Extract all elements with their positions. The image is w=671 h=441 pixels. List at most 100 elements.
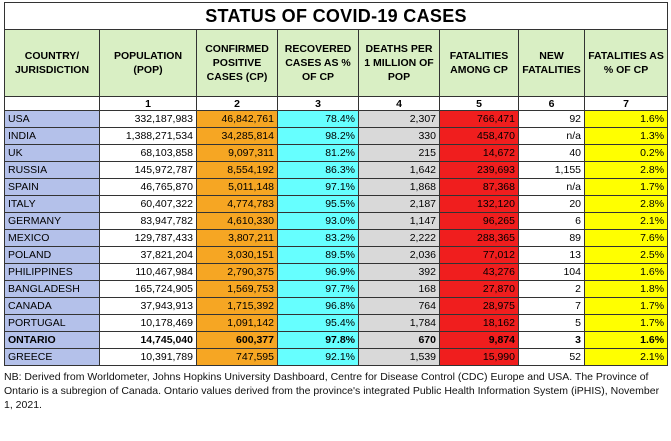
cell: 288,365	[439, 229, 519, 247]
cell: 1.6%	[583, 331, 669, 349]
cell: 0.2%	[583, 144, 669, 162]
cell: 2,187	[358, 195, 440, 213]
page: STATUS OF COVID-19 CASES COUNTRY/ JURISD…	[3, 2, 669, 412]
cell: n/a	[518, 178, 585, 196]
cell: 2.1%	[583, 212, 669, 230]
jurisdiction: POLAND	[4, 246, 100, 264]
data-row: MEXICO 129,787,433 3,807,211 83.2% 2,222 288,…	[4, 229, 669, 247]
cell: 97.1%	[277, 178, 359, 196]
cell: 83,947,782	[99, 212, 197, 230]
cell: 1.8%	[583, 280, 669, 298]
cell: 77,012	[439, 246, 519, 264]
cell: 1.6%	[583, 110, 669, 128]
column-number: 5	[439, 96, 519, 111]
cell: n/a	[518, 127, 585, 145]
jurisdiction: ITALY	[4, 195, 100, 213]
cell: 34,285,814	[196, 127, 278, 145]
column-header: RECOVERED CASES AS % OF CP	[277, 29, 359, 97]
jurisdiction: USA	[4, 110, 100, 128]
jurisdiction: GERMANY	[4, 212, 100, 230]
empty-cell	[4, 96, 100, 111]
cell: 13	[518, 246, 585, 264]
cell: 89.5%	[277, 246, 359, 264]
data-row: ONTARIO 14,745,040 600,377 97.8% 670 9,874 3 1.…	[4, 331, 669, 349]
data-row: POLAND 37,821,204 3,030,151 89.5% 2,036 77,01…	[4, 246, 669, 264]
data-row: PORTUGAL 10,178,469 1,091,142 95.4% 1,784 18,…	[4, 314, 669, 332]
cell: 2	[518, 280, 585, 298]
cell: 60,407,322	[99, 195, 197, 213]
cell: 1,155	[518, 161, 585, 179]
cell: 7.6%	[583, 229, 669, 247]
column-number: 4	[358, 96, 440, 111]
cell: 168	[358, 280, 440, 298]
cell: 89	[518, 229, 585, 247]
cell: 86.3%	[277, 161, 359, 179]
table-body: STATUS OF COVID-19 CASES COUNTRY/ JURISD…	[3, 2, 669, 366]
cell: 2,036	[358, 246, 440, 264]
column-number: 7	[583, 96, 669, 111]
cell: 96,265	[439, 212, 519, 230]
cell: 747,595	[196, 348, 278, 366]
cell: 1,539	[358, 348, 440, 366]
cell: 332,187,983	[99, 110, 197, 128]
jurisdiction: ONTARIO	[4, 331, 100, 349]
cell: 4,610,330	[196, 212, 278, 230]
cell: 1.7%	[583, 297, 669, 315]
cell: 46,842,761	[196, 110, 278, 128]
cell: 97.7%	[277, 280, 359, 298]
cell: 5	[518, 314, 585, 332]
cell: 104	[518, 263, 585, 281]
jurisdiction: PHILIPPINES	[4, 263, 100, 281]
cell: 92.1%	[277, 348, 359, 366]
cell: 95.5%	[277, 195, 359, 213]
cell: 78.4%	[277, 110, 359, 128]
data-row: GREECE 10,391,789 747,595 92.1% 1,539 15,990 5…	[4, 348, 669, 366]
cell: 132,120	[439, 195, 519, 213]
jurisdiction: MEXICO	[4, 229, 100, 247]
cell: 330	[358, 127, 440, 145]
cell: 2.5%	[583, 246, 669, 264]
jurisdiction: BANGLADESH	[4, 280, 100, 298]
cell: 28,975	[439, 297, 519, 315]
cell: 2.1%	[583, 348, 669, 366]
cell: 27,870	[439, 280, 519, 298]
cell: 215	[358, 144, 440, 162]
cell: 1,784	[358, 314, 440, 332]
covid-table: STATUS OF COVID-19 CASES COUNTRY/ JURISD…	[3, 2, 669, 366]
cell: 20	[518, 195, 585, 213]
cell: 68,103,858	[99, 144, 197, 162]
cell: 14,745,040	[99, 331, 197, 349]
column-header: COUNTRY/ JURISDICTION	[4, 29, 100, 97]
cell: 4,774,783	[196, 195, 278, 213]
cell: 46,765,870	[99, 178, 197, 196]
cell: 7	[518, 297, 585, 315]
jurisdiction: INDIA	[4, 127, 100, 145]
jurisdiction: SPAIN	[4, 178, 100, 196]
cell: 10,391,789	[99, 348, 197, 366]
cell: 15,990	[439, 348, 519, 366]
column-header: FATALITIES AS % OF CP	[583, 29, 669, 97]
column-header: FATALITIES AMONG CP	[439, 29, 519, 97]
cell: 9,874	[439, 331, 519, 349]
column-number: 1	[99, 96, 197, 111]
cell: 1,642	[358, 161, 440, 179]
cell: 3,807,211	[196, 229, 278, 247]
cell: 670	[358, 331, 440, 349]
cell: 43,276	[439, 263, 519, 281]
cell: 1,569,753	[196, 280, 278, 298]
cell: 10,178,469	[99, 314, 197, 332]
cell: 145,972,787	[99, 161, 197, 179]
data-row: ITALY 60,407,322 4,774,783 95.5% 2,187 132,12…	[4, 195, 669, 213]
column-header: CONFIRMED POSITIVE CASES (CP)	[196, 29, 278, 97]
column-header: NEW FATALITIES	[518, 29, 585, 97]
cell: 92	[518, 110, 585, 128]
cell: 2,222	[358, 229, 440, 247]
cell: 1.7%	[583, 314, 669, 332]
cell: 110,467,984	[99, 263, 197, 281]
cell: 8,554,192	[196, 161, 278, 179]
column-number: 3	[277, 96, 359, 111]
data-row: SPAIN 46,765,870 5,011,148 97.1% 1,868 87,368…	[4, 178, 669, 196]
cell: 1.7%	[583, 178, 669, 196]
cell: 6	[518, 212, 585, 230]
